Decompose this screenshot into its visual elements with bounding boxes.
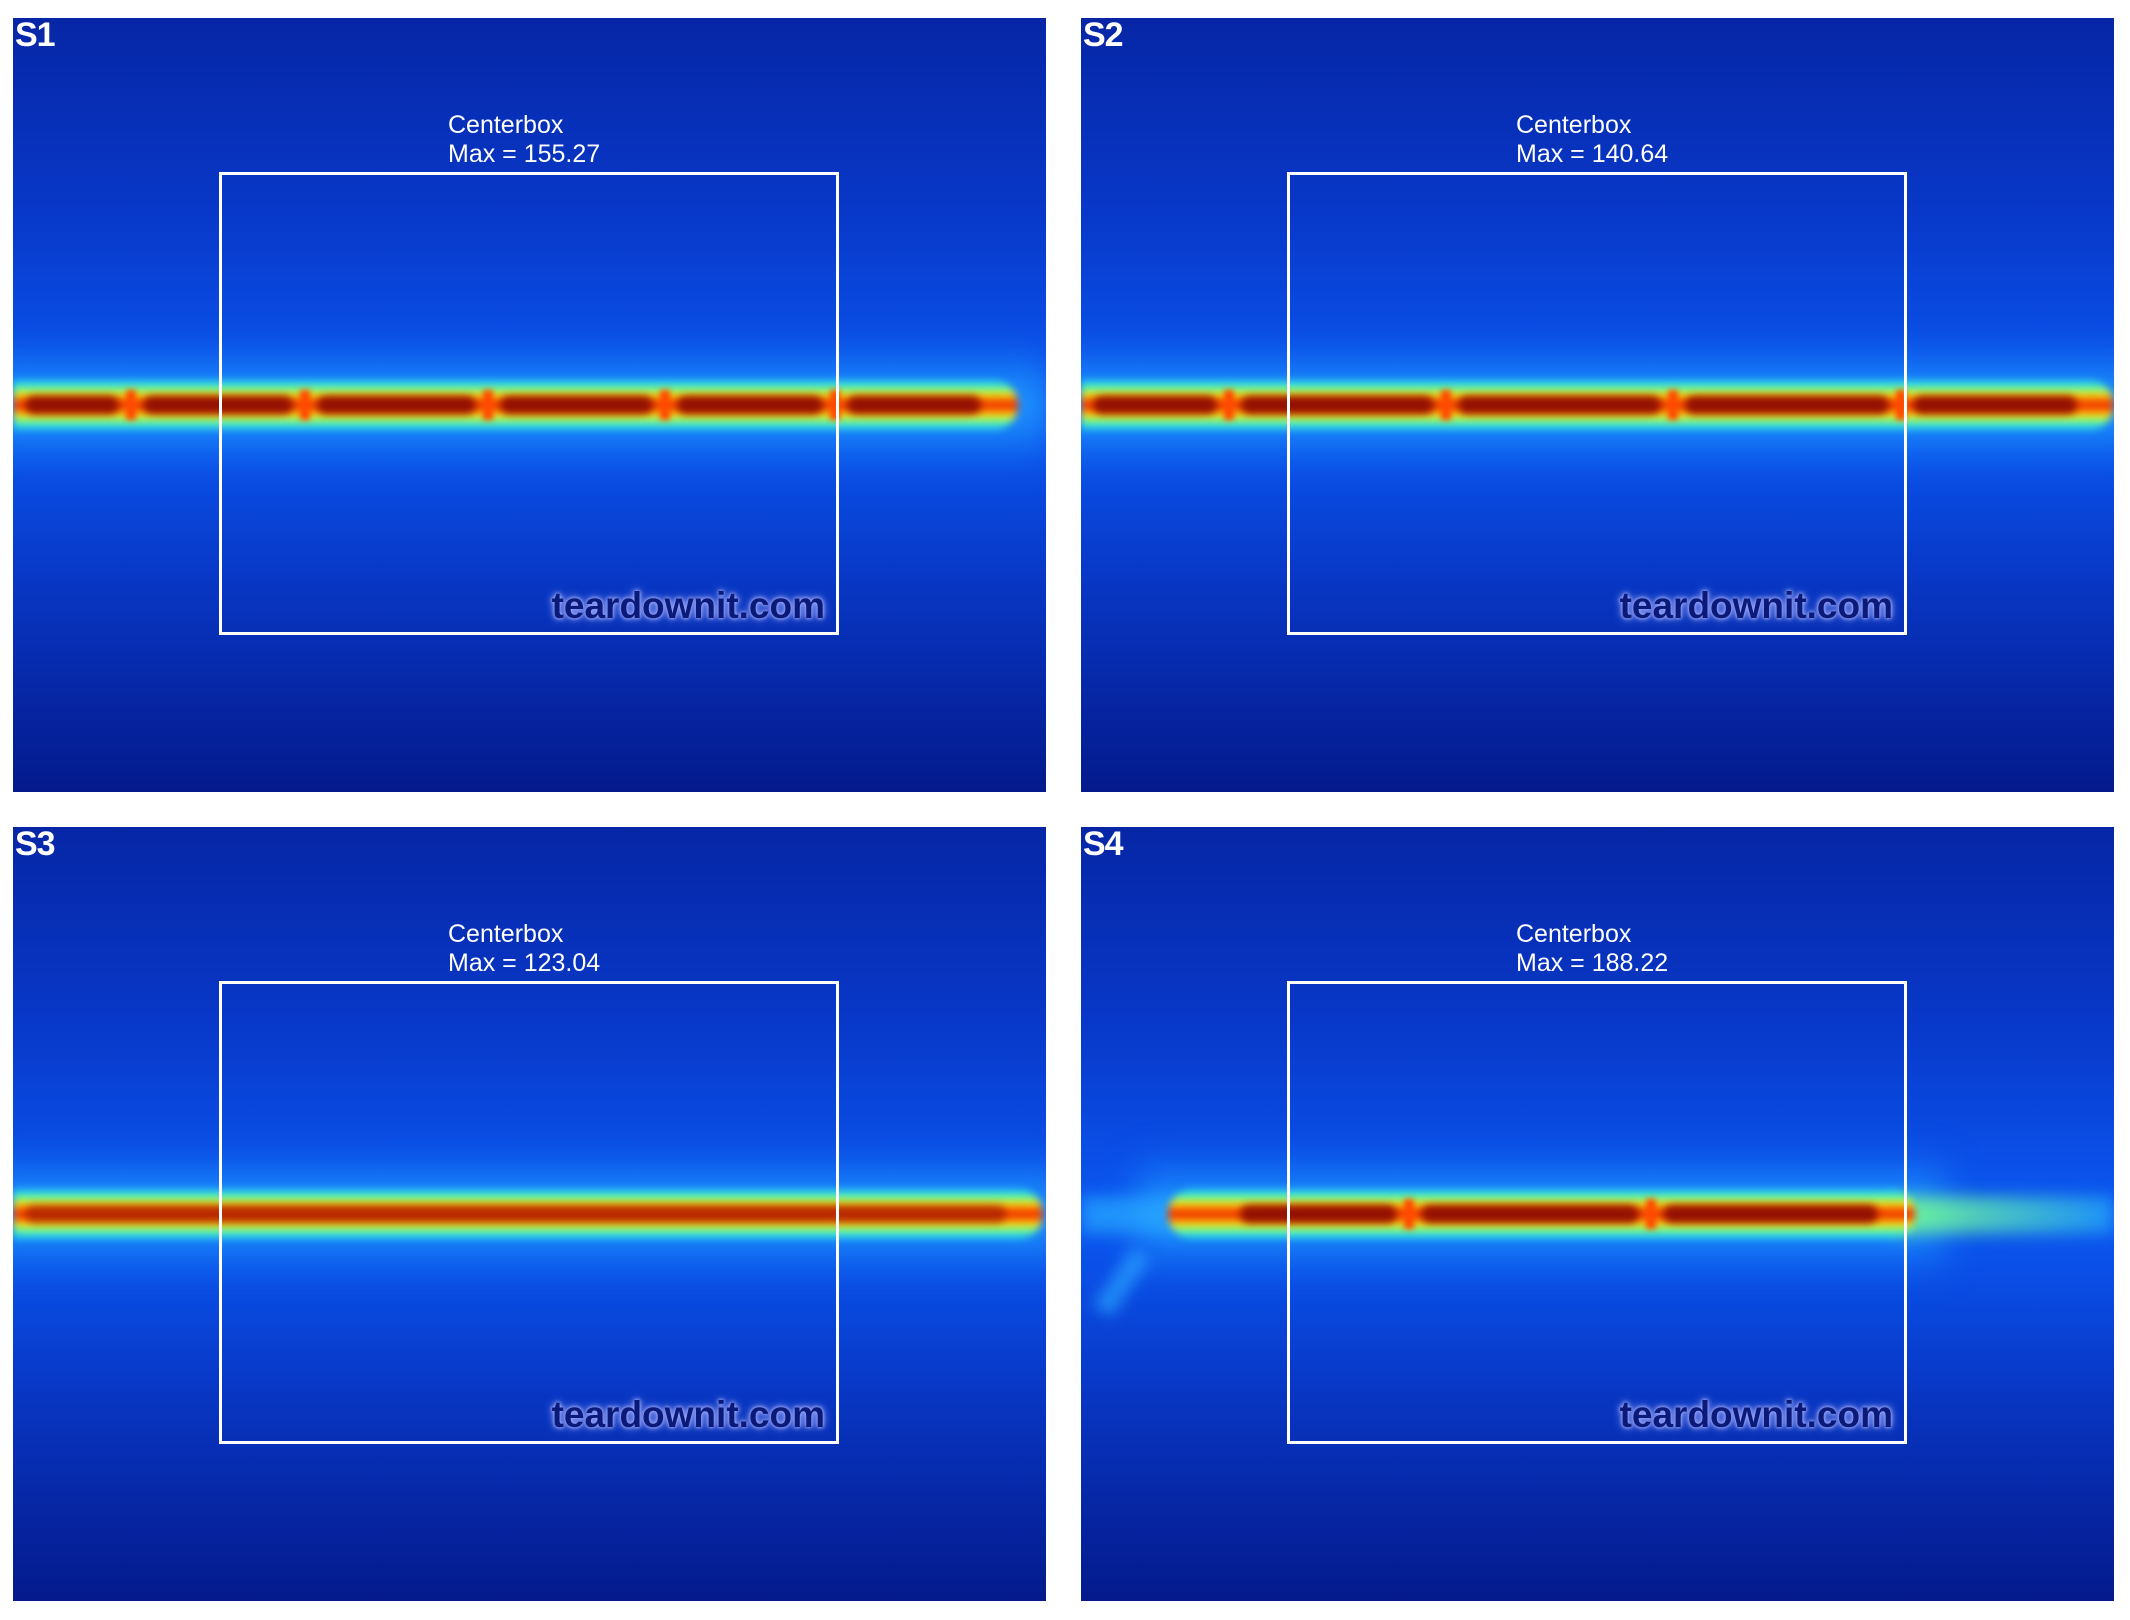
panel-label: S3 bbox=[15, 827, 56, 863]
segment-gap bbox=[1896, 390, 1906, 420]
hot-segment bbox=[1421, 1205, 1639, 1223]
centerbox-title: Centerbox bbox=[1516, 920, 1632, 948]
centerbox-caption: Centerbox Max = 188.22 bbox=[1516, 920, 1668, 978]
heatmap-panel-s2: S2 Centerbox Max = 140.64 teardownit.com bbox=[1081, 18, 2114, 792]
centerbox-outline bbox=[1287, 981, 1907, 1444]
centerbox-caption: Centerbox Max = 155.27 bbox=[448, 111, 600, 169]
centerbox-title: Centerbox bbox=[448, 111, 564, 139]
hot-segment bbox=[677, 396, 823, 414]
hot-segment bbox=[1685, 396, 1889, 414]
centerbox-caption: Centerbox Max = 140.64 bbox=[1516, 111, 1668, 169]
hot-segment bbox=[317, 396, 476, 414]
watermark: teardownit.com bbox=[1619, 1394, 1893, 1435]
watermark: teardownit.com bbox=[551, 1394, 825, 1435]
segment-gap bbox=[1668, 390, 1678, 420]
hot-segment bbox=[1663, 1205, 1878, 1223]
watermark-area: teardownit.com bbox=[1287, 981, 1901, 1438]
hot-segment bbox=[1913, 396, 2077, 414]
centerbox-max-value: Max = 188.22 bbox=[1516, 949, 1669, 977]
segment-gap bbox=[1646, 1199, 1656, 1229]
segment-gap bbox=[1224, 390, 1234, 420]
hot-segment bbox=[1240, 1205, 1397, 1223]
watermark-area: teardownit.com bbox=[219, 172, 833, 629]
hot-segment bbox=[1458, 396, 1661, 414]
heatmap-panel-s4: S4 Centerbox Max = 188.22 teardownit.com bbox=[1081, 827, 2114, 1601]
centerbox-title: Centerbox bbox=[1516, 111, 1632, 139]
hot-segment bbox=[1093, 396, 1217, 414]
panel-label: S1 bbox=[15, 18, 56, 54]
hot-segment bbox=[143, 396, 293, 414]
heatmap-panel-s3: S3 Centerbox Max = 123.04 teardownit.com bbox=[13, 827, 1046, 1601]
watermark-area: teardownit.com bbox=[219, 981, 833, 1438]
hot-segment bbox=[847, 396, 981, 414]
centerbox-outline bbox=[219, 172, 839, 635]
panel-label: S2 bbox=[1083, 18, 1124, 54]
beam-extension-left bbox=[1081, 1197, 1181, 1233]
segment-gap bbox=[483, 390, 493, 420]
segment-gap bbox=[300, 390, 310, 420]
centerbox-max-value: Max = 123.04 bbox=[448, 949, 601, 977]
watermark-area: teardownit.com bbox=[1287, 172, 1901, 629]
watermark: teardownit.com bbox=[1619, 585, 1893, 626]
centerbox-caption: Centerbox Max = 123.04 bbox=[448, 920, 600, 978]
centerbox-title: Centerbox bbox=[448, 920, 564, 948]
segment-gap bbox=[1441, 390, 1451, 420]
centerbox-outline bbox=[1287, 172, 1907, 635]
centerbox-max-value: Max = 155.27 bbox=[448, 140, 601, 168]
beam-extension bbox=[1895, 1197, 2114, 1233]
reflection-streak bbox=[1092, 1247, 1152, 1317]
hot-segment bbox=[25, 1205, 1006, 1223]
centerbox-max-value: Max = 140.64 bbox=[1516, 140, 1669, 168]
panel-label: S4 bbox=[1083, 827, 1124, 863]
centerbox-outline bbox=[219, 981, 839, 1444]
segment-gap bbox=[830, 390, 840, 420]
watermark: teardownit.com bbox=[551, 585, 825, 626]
heatmap-panel-s1: S1 Centerbox Max = 155.27 teardownit.com bbox=[13, 18, 1046, 792]
segment-gap bbox=[126, 390, 136, 420]
hot-segment bbox=[25, 396, 119, 414]
segment-gap bbox=[1404, 1199, 1414, 1229]
hot-segment bbox=[500, 396, 653, 414]
segment-gap bbox=[660, 390, 670, 420]
